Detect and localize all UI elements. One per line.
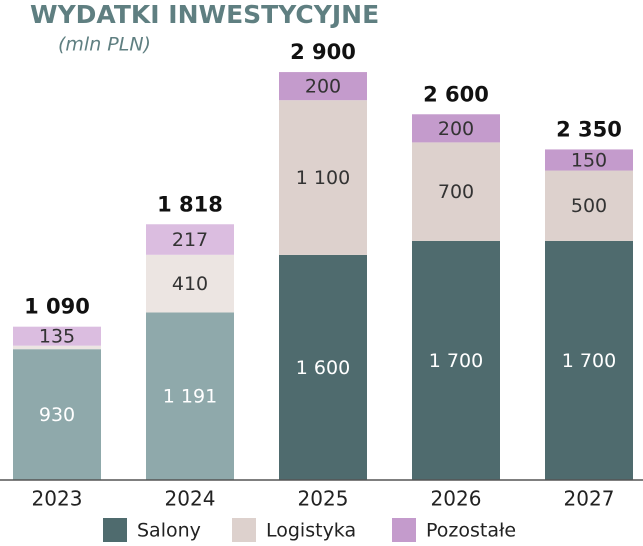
value-label: 217 xyxy=(172,229,208,251)
value-label: 1 700 xyxy=(429,350,483,372)
chart-subtitle: (mln PLN) xyxy=(58,34,151,56)
x-tick-label: 2027 xyxy=(564,487,615,511)
value-label: 1 600 xyxy=(296,357,350,379)
bar-segment xyxy=(146,312,234,480)
bar-segment xyxy=(146,254,234,313)
bar-segment xyxy=(146,224,234,255)
bar-segment xyxy=(13,349,101,480)
value-label: 200 xyxy=(305,76,341,98)
bar-segment xyxy=(545,149,633,171)
bar-segment xyxy=(279,72,367,101)
chart-title: WYDATKI INWESTYCYJNE xyxy=(30,0,379,29)
value-label: 135 xyxy=(39,326,75,348)
bar-segment xyxy=(545,240,633,480)
value-label: 150 xyxy=(571,149,607,171)
value-label: 500 xyxy=(571,195,607,217)
total-label: 1 090 xyxy=(24,295,90,319)
x-tick-label: 2025 xyxy=(298,487,349,511)
value-label: 930 xyxy=(39,404,75,426)
legend-swatch xyxy=(232,518,256,542)
legend-label: Logistyka xyxy=(266,520,356,542)
x-tick-label: 2024 xyxy=(165,487,216,511)
legend-swatch xyxy=(392,518,416,542)
x-tick-label: 2026 xyxy=(431,487,482,511)
total-label: 2 350 xyxy=(556,117,622,141)
value-label: 200 xyxy=(438,118,474,140)
bar-segment xyxy=(412,240,500,480)
value-label: 410 xyxy=(172,273,208,295)
legend-label: Salony xyxy=(137,520,201,542)
total-label: 2 900 xyxy=(290,40,356,64)
legend-label: Pozostałe xyxy=(426,520,516,542)
value-label: 700 xyxy=(438,181,474,203)
bar-segment xyxy=(13,345,101,350)
value-label: 1 700 xyxy=(562,350,616,372)
total-label: 2 600 xyxy=(423,82,489,106)
value-label: 1 191 xyxy=(163,386,217,408)
bar-segment xyxy=(545,170,633,241)
value-label: 1 100 xyxy=(296,167,350,189)
bar-segment xyxy=(412,142,500,241)
bar-segment xyxy=(279,254,367,480)
bar-segment xyxy=(13,326,101,346)
bar-segment xyxy=(412,114,500,143)
x-tick-label: 2023 xyxy=(32,487,83,511)
total-label: 1 818 xyxy=(157,192,223,216)
legend-swatch xyxy=(103,518,127,542)
bar-segment xyxy=(279,100,367,255)
